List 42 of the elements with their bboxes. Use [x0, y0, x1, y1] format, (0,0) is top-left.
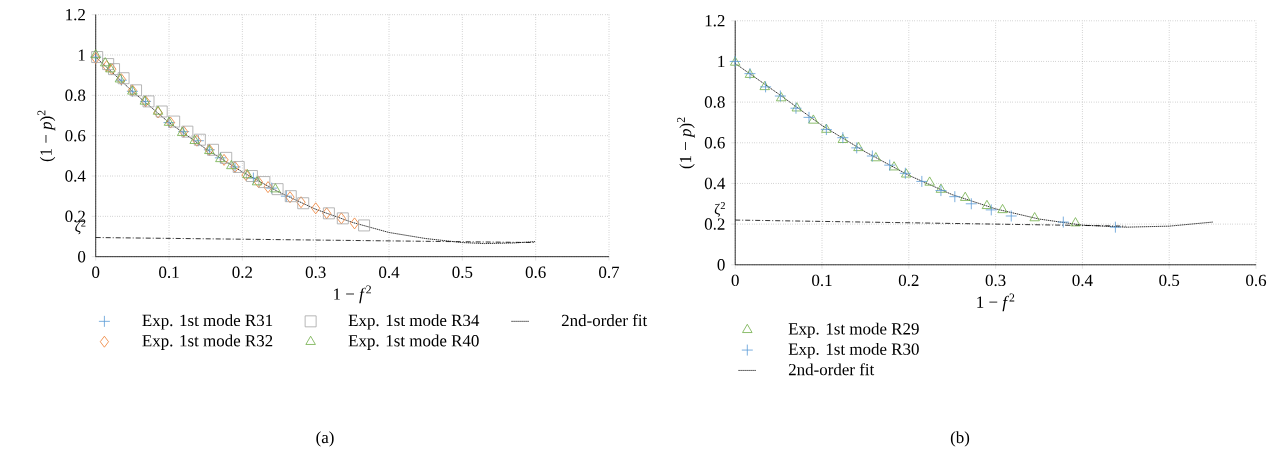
x-tick-label: 0.3	[305, 266, 326, 279]
legend-label: Exp. 1st mode R29	[788, 322, 919, 339]
y-tick-label: 1.2	[66, 8, 85, 21]
legend-label: 2nd-order fit	[561, 314, 648, 327]
x-tick-label: 0.4	[379, 266, 400, 279]
x-tick-label: 0.7	[599, 266, 620, 279]
x-tick-label: 0.2	[898, 274, 919, 287]
y-tick-label: 0.6	[65, 129, 86, 142]
text: (b)	[950, 431, 970, 447]
legend-label: Exp. 1st mode R34	[348, 314, 480, 330]
x-tick-label: 0.5	[1159, 274, 1180, 287]
x-tick-label: 0.3	[985, 274, 1006, 287]
y-tick-label: 1	[78, 49, 85, 61]
legend-label: Exp. 1st mode R40	[348, 334, 479, 350]
x-tick-label: 0.4	[1072, 274, 1093, 287]
y-axis-title: (1 − p)$^{2}$	[37, 110, 56, 162]
y-axis-title: (1 − p)$^{2}$	[677, 117, 695, 169]
x-axis-title: 1 − f$^{2}$	[334, 285, 371, 304]
x-tick-label: 0.6	[1246, 274, 1267, 287]
x-tick-label: 0.6	[525, 266, 546, 279]
legend-label: Exp. 1st mode R30	[788, 342, 919, 359]
x-tick-label: 0	[92, 266, 100, 278]
x-tick-label: 0.2	[232, 266, 253, 279]
y-tick-label: 0	[78, 250, 86, 263]
text: (a)	[316, 431, 334, 447]
legend-label: Exp. 1st mode R31	[142, 314, 273, 330]
y-tick-label: 0.6	[704, 137, 725, 149]
y-tick-label: 1.2	[705, 15, 725, 27]
x-tick-label: 0.1	[159, 266, 179, 279]
legend-label: 2nd-order fit	[788, 363, 875, 376]
y-tick-label: 1	[718, 55, 725, 68]
y-tick-label: 0.4	[704, 177, 726, 190]
y-tick-label: 0.2	[704, 218, 725, 230]
x-axis-title: 1 − f$^{2}$	[977, 293, 1015, 312]
x-tick-label: 0.1	[812, 274, 832, 287]
x-tick-label: 0.5	[452, 266, 473, 279]
annotation: ζ$^{2}$	[714, 202, 725, 217]
y-tick-label: 0.8	[65, 89, 86, 102]
legend-label: Exp. 1st mode R32	[142, 334, 273, 350]
x-tick-label: 0	[731, 274, 739, 287]
y-tick-label: 0.4	[65, 170, 86, 182]
y-tick-label: 0.8	[704, 96, 725, 108]
